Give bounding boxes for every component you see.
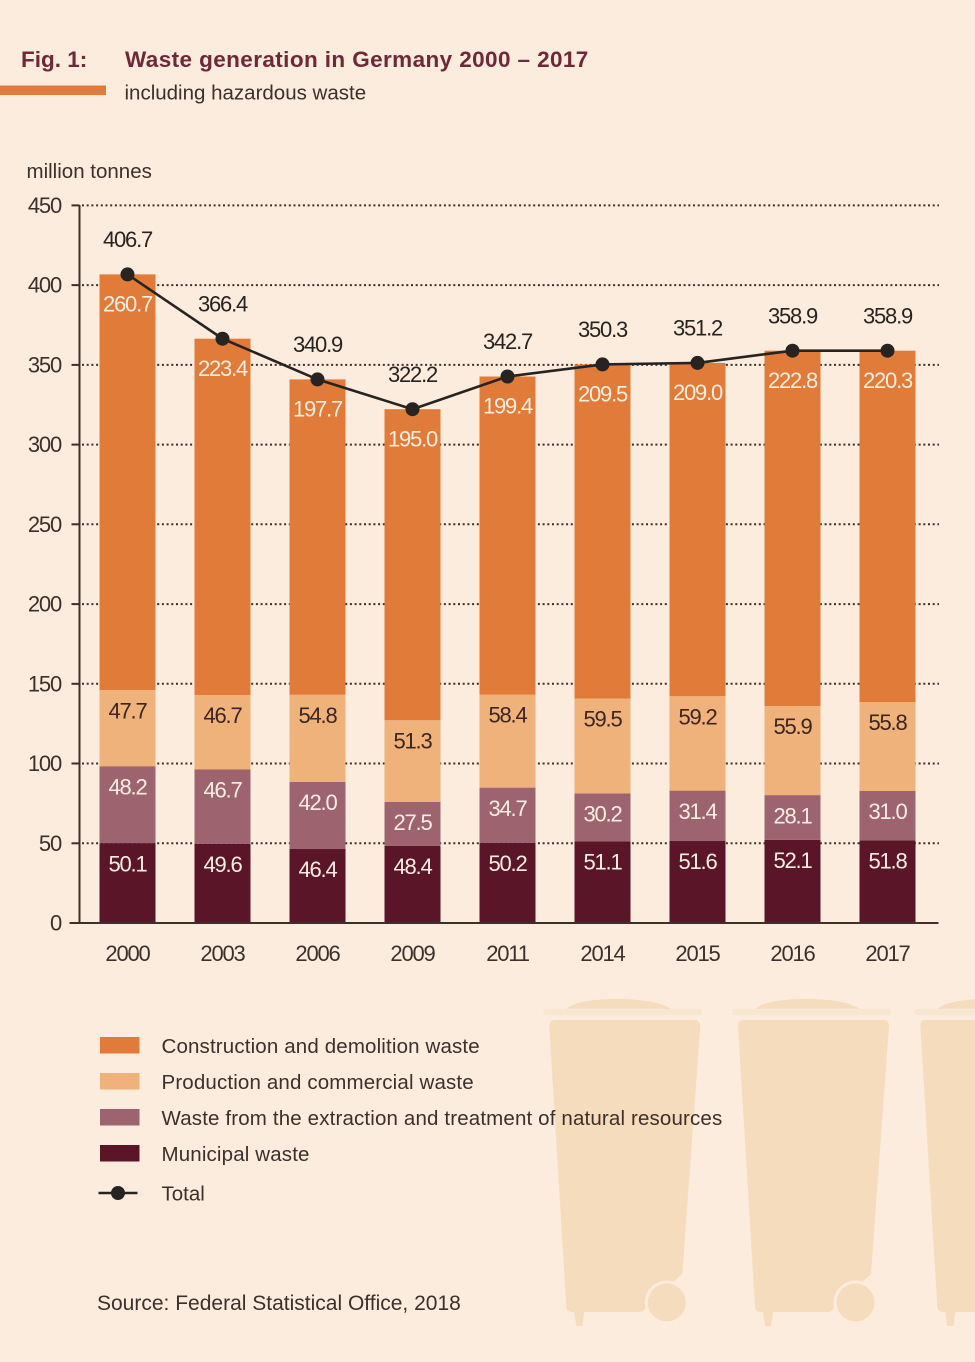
svg-text:46.7: 46.7	[203, 778, 242, 803]
svg-text:358.9: 358.9	[768, 303, 818, 328]
svg-text:2011: 2011	[486, 941, 529, 966]
svg-text:209.5: 209.5	[578, 382, 628, 407]
svg-text:Waste from the extraction and: Waste from the extraction and treatment …	[162, 1107, 723, 1130]
svg-text:58.4: 58.4	[488, 703, 527, 728]
svg-text:2017: 2017	[865, 941, 910, 966]
svg-text:46.4: 46.4	[298, 857, 337, 882]
svg-text:49.6: 49.6	[203, 852, 242, 877]
svg-text:Municipal waste: Municipal waste	[162, 1143, 310, 1166]
svg-text:including hazardous waste: including hazardous waste	[125, 82, 367, 105]
svg-text:450: 450	[28, 193, 62, 218]
svg-text:223.4: 223.4	[198, 356, 248, 381]
svg-text:30.2: 30.2	[583, 802, 622, 827]
svg-text:351.2: 351.2	[673, 316, 723, 341]
svg-text:358.9: 358.9	[863, 303, 913, 328]
svg-text:million tonnes: million tonnes	[27, 160, 152, 183]
svg-text:48.4: 48.4	[393, 854, 432, 879]
svg-text:55.8: 55.8	[868, 710, 907, 735]
svg-text:197.7: 197.7	[293, 397, 343, 422]
svg-text:Source: Federal Statistical Of: Source: Federal Statistical Office, 2018	[97, 1292, 461, 1315]
svg-text:31.4: 31.4	[678, 799, 717, 824]
svg-text:2003: 2003	[200, 941, 245, 966]
svg-text:2016: 2016	[770, 941, 815, 966]
svg-text:51.1: 51.1	[583, 850, 622, 875]
svg-text:50: 50	[39, 831, 62, 856]
svg-text:46.7: 46.7	[203, 703, 242, 728]
svg-text:51.6: 51.6	[678, 849, 717, 874]
svg-text:48.2: 48.2	[108, 774, 147, 799]
svg-text:2014: 2014	[580, 941, 625, 966]
svg-text:199.4: 199.4	[483, 394, 533, 419]
svg-text:27.5: 27.5	[393, 810, 432, 835]
svg-text:0: 0	[50, 911, 62, 936]
svg-text:52.1: 52.1	[773, 848, 812, 873]
svg-text:200: 200	[28, 592, 62, 617]
svg-text:340.9: 340.9	[293, 332, 343, 357]
svg-text:209.0: 209.0	[673, 380, 723, 405]
svg-text:34.7: 34.7	[488, 796, 527, 821]
svg-text:222.8: 222.8	[768, 368, 818, 393]
svg-text:59.5: 59.5	[583, 707, 622, 732]
svg-text:350: 350	[28, 353, 62, 378]
svg-text:Waste generation in Germany 20: Waste generation in Germany 2000 – 2017	[125, 47, 589, 72]
svg-text:Construction and demolition wa: Construction and demolition waste	[162, 1035, 480, 1058]
svg-text:59.2: 59.2	[678, 704, 717, 729]
svg-text:55.9: 55.9	[773, 714, 812, 739]
svg-text:100: 100	[28, 751, 62, 776]
svg-text:51.8: 51.8	[868, 849, 907, 874]
svg-text:195.0: 195.0	[388, 426, 438, 451]
svg-text:50.2: 50.2	[488, 851, 527, 876]
svg-text:400: 400	[28, 273, 62, 298]
svg-text:220.3: 220.3	[863, 368, 913, 393]
svg-text:300: 300	[28, 432, 62, 457]
svg-text:Total: Total	[162, 1182, 205, 1205]
svg-text:150: 150	[28, 671, 62, 696]
svg-text:342.7: 342.7	[483, 329, 533, 354]
svg-text:47.7: 47.7	[108, 698, 147, 723]
svg-text:54.8: 54.8	[298, 703, 337, 728]
svg-text:260.7: 260.7	[103, 292, 153, 317]
svg-text:322.2: 322.2	[388, 362, 438, 387]
svg-text:51.3: 51.3	[393, 728, 432, 753]
svg-text:31.0: 31.0	[868, 799, 907, 824]
svg-text:2009: 2009	[390, 941, 435, 966]
svg-text:366.4: 366.4	[198, 291, 248, 316]
svg-text:42.0: 42.0	[298, 790, 337, 815]
svg-text:2000: 2000	[105, 941, 150, 966]
svg-text:50.1: 50.1	[108, 851, 147, 876]
svg-text:Production and commercial wast: Production and commercial waste	[162, 1071, 474, 1094]
svg-text:Fig. 1:: Fig. 1:	[21, 47, 87, 72]
svg-text:406.7: 406.7	[103, 227, 153, 252]
svg-text:250: 250	[28, 512, 62, 537]
svg-text:2006: 2006	[295, 941, 340, 966]
svg-text:350.3: 350.3	[578, 317, 628, 342]
svg-text:2015: 2015	[675, 941, 720, 966]
svg-text:28.1: 28.1	[773, 803, 812, 828]
